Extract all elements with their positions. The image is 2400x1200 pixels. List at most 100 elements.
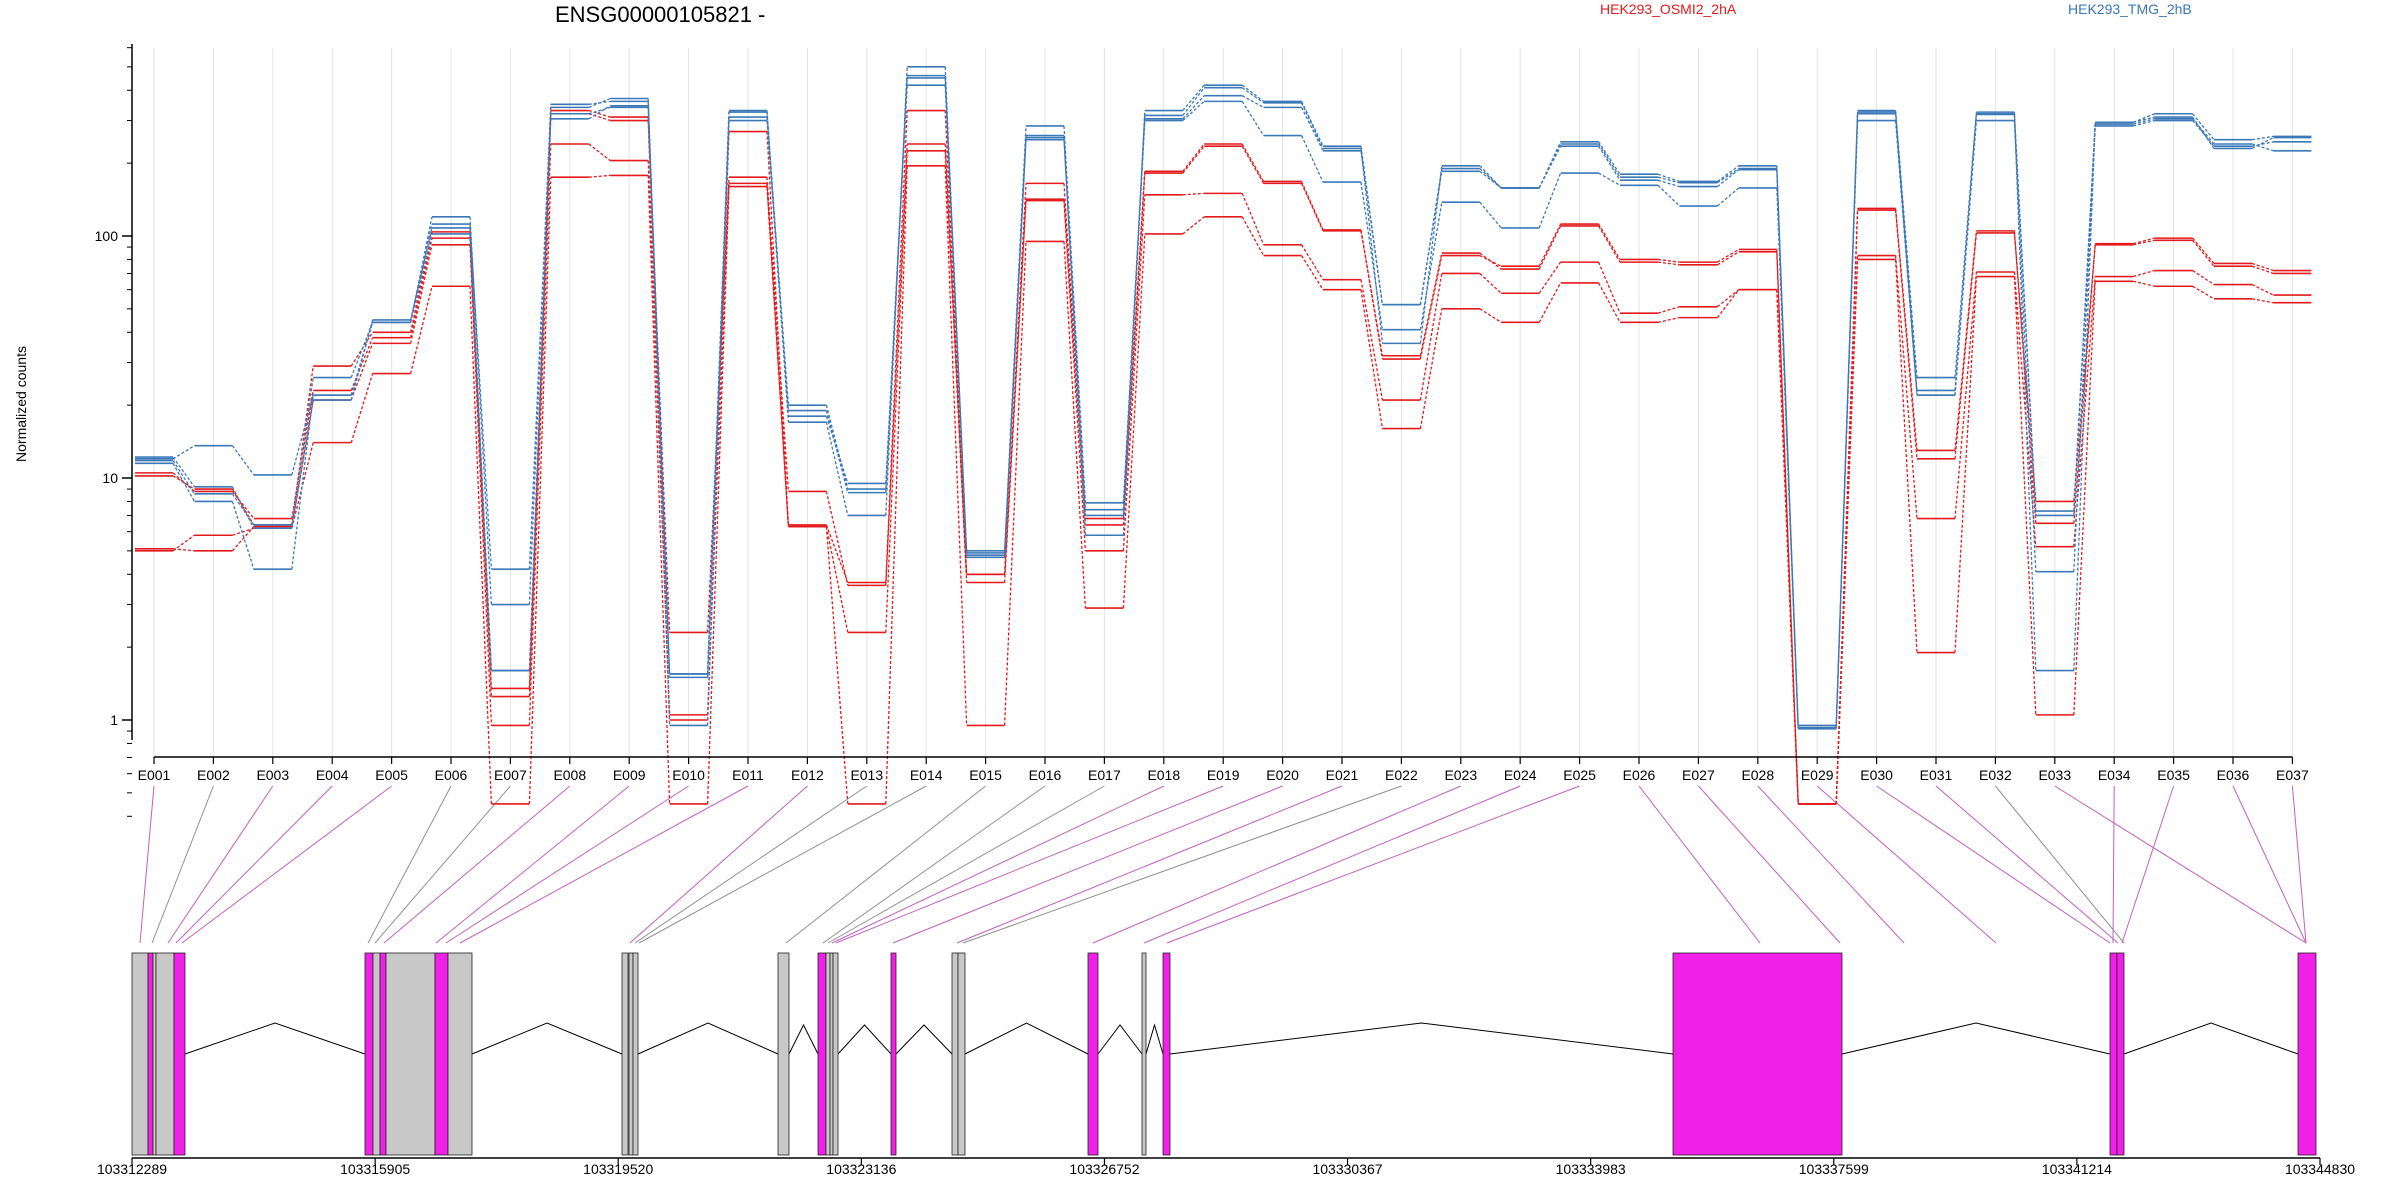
series-connector	[1598, 143, 1621, 178]
series-connector	[885, 77, 908, 493]
series-connector	[1954, 276, 1978, 653]
series-connector	[1479, 255, 1502, 267]
intron-line	[837, 1024, 892, 1055]
x-tick-label: E022	[1385, 767, 1418, 783]
series-connector	[1063, 125, 1087, 503]
series-connector	[350, 343, 374, 401]
exon-link	[956, 785, 1343, 944]
intron-line	[184, 1022, 366, 1055]
series-connector	[1598, 282, 1621, 323]
series-connector	[409, 286, 433, 374]
series-connector	[2013, 271, 2037, 547]
axes: 1 10 100 E001 E002 E003 E004 E005 E006 E007 E008 E0…	[95, 44, 2355, 1177]
series-connector	[1657, 173, 1680, 183]
exon-link	[459, 785, 749, 944]
series-connector	[647, 120, 671, 721]
exon-link	[629, 785, 808, 944]
series-connector	[1122, 194, 1146, 551]
x-tick-label: E027	[1682, 767, 1715, 783]
series-connector	[469, 233, 493, 671]
series-connector	[1241, 145, 1265, 184]
series-connector	[1538, 223, 1562, 267]
series-connector	[1182, 192, 1205, 196]
exon-untested	[825, 952, 831, 1156]
exon-link	[1995, 785, 2125, 944]
series-connector	[1301, 102, 1324, 149]
x-tick-label: E010	[672, 767, 705, 783]
exon-tested	[817, 952, 827, 1156]
x-tick-label: E033	[2038, 767, 2071, 783]
exon-link	[1757, 785, 1905, 944]
x-tick-label: E028	[1741, 767, 1774, 783]
intron-line	[637, 1022, 779, 1055]
legend-entry-tmg: HEK293_TMG_2hB	[2068, 1, 2192, 17]
exon-tested	[1672, 952, 1843, 1156]
intron-line	[895, 1024, 953, 1055]
series-connector	[1598, 225, 1621, 263]
series-connector	[1301, 135, 1324, 183]
series-connector	[2133, 239, 2155, 246]
series-connector	[291, 399, 314, 529]
series-connector	[172, 460, 195, 495]
series-connector	[1301, 255, 1324, 291]
series-connector	[1182, 216, 1205, 235]
x-tick-label: E020	[1266, 767, 1299, 783]
series-connector	[1419, 308, 1443, 429]
exon-link	[2121, 785, 2175, 944]
series-connector	[231, 493, 255, 526]
exon-link	[1092, 785, 1461, 944]
series-connector	[231, 526, 255, 552]
series-connector	[1538, 225, 1562, 270]
series-connector	[1182, 143, 1205, 172]
exon-tested	[1162, 952, 1171, 1156]
x-tick-label: E037	[2276, 767, 2309, 783]
exon-tested	[2297, 952, 2317, 1156]
series-connector	[825, 422, 849, 516]
x-tick-label: E030	[1860, 767, 1893, 783]
series-connector	[766, 131, 790, 525]
series-connector	[1954, 112, 1978, 378]
series-connector	[1717, 167, 1740, 184]
series-connector	[1419, 165, 1443, 344]
x-tick-label: E035	[2157, 767, 2190, 783]
series-connector	[766, 120, 790, 417]
series-connector	[1419, 255, 1443, 360]
y-axis-label: Normalized counts	[13, 346, 29, 462]
series-connector	[1657, 184, 1680, 207]
series-connector	[706, 186, 730, 804]
exon-untested	[957, 952, 966, 1156]
series-connector	[1954, 232, 1978, 459]
x-tick-label: E009	[613, 767, 646, 783]
series-connector	[469, 224, 493, 570]
exon-link	[2291, 785, 2307, 944]
series-connector	[1360, 182, 1384, 330]
series-connector	[2251, 283, 2274, 296]
series-connector	[1241, 87, 1264, 104]
series-connector	[1716, 187, 1740, 207]
exon-link	[892, 785, 1283, 944]
series-8	[135, 84, 2312, 729]
series-connector	[1419, 273, 1443, 401]
series-connector	[588, 174, 611, 178]
series-connector	[1063, 241, 1087, 609]
exon-untested	[829, 952, 834, 1156]
series-connector	[1122, 233, 1146, 609]
x-tick-label: E002	[197, 767, 230, 783]
series-connector	[1360, 279, 1384, 401]
series-connector	[1954, 114, 1978, 396]
x-tick-label: E004	[316, 767, 349, 783]
series-connector	[1003, 241, 1027, 726]
series-connector	[588, 109, 611, 118]
exon-link	[1166, 785, 1580, 944]
exon-link	[2054, 785, 2307, 944]
series-connector	[885, 85, 908, 484]
series-connector	[172, 534, 195, 552]
series-connector	[647, 105, 671, 678]
series-lines	[135, 66, 2312, 805]
series-connector	[1003, 199, 1027, 575]
exon-link	[2112, 785, 2115, 944]
exon-untested	[152, 952, 157, 1156]
exon-tested	[379, 952, 387, 1156]
y-tick-label: 10	[102, 470, 118, 486]
exon-tested	[1087, 952, 1099, 1156]
